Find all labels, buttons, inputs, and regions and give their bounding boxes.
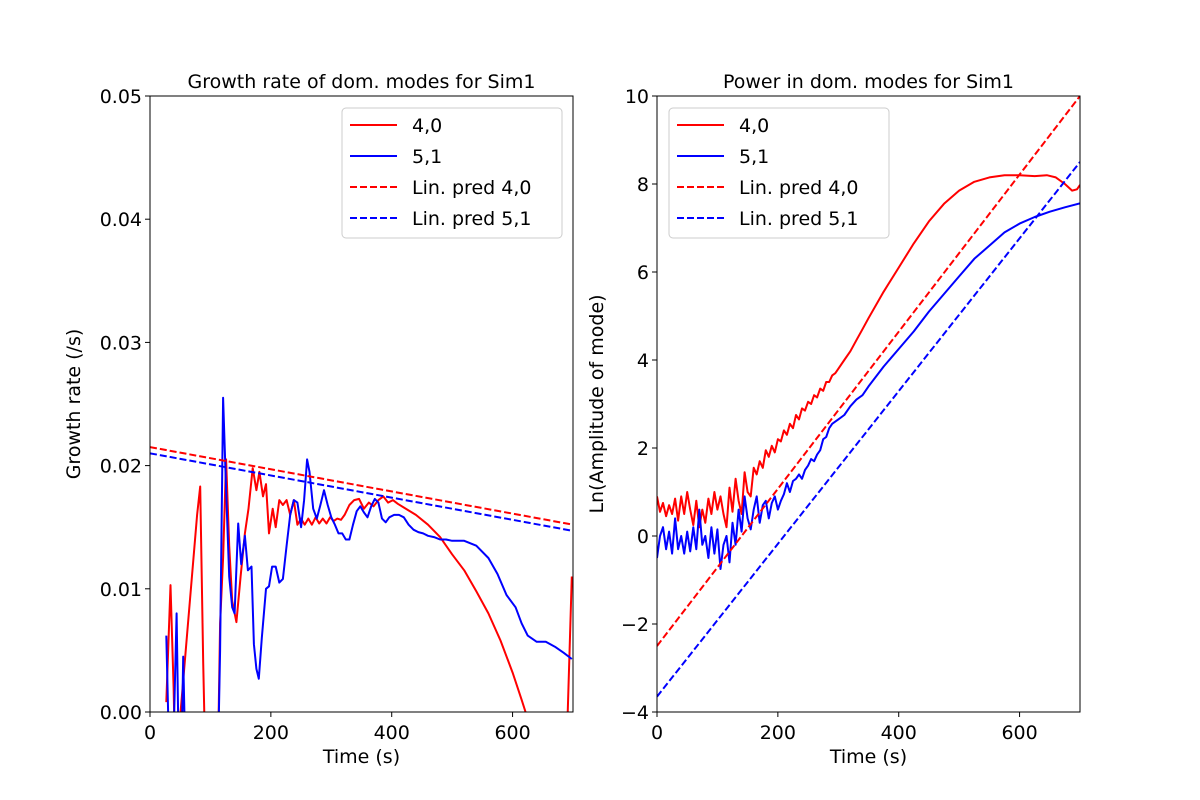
power-ytick-label: 8 — [637, 174, 649, 196]
power-ytick-label: 10 — [625, 86, 649, 108]
power-series-group — [657, 96, 1080, 698]
power-series-line-1 — [657, 202, 1080, 570]
growth-series-group — [150, 396, 573, 712]
growth-legend-label-0: 4,0 — [412, 115, 442, 137]
power-ytick-label: −2 — [621, 614, 649, 636]
power-legend-label-3: Lin. pred 5,1 — [739, 208, 858, 230]
power-legend-box — [668, 107, 890, 239]
growth-series-line-3 — [150, 452, 573, 532]
growth-chart-title: Growth rate of dom. modes for Sim1 — [188, 71, 536, 93]
power-legend: 4,0 5,1 Lin. pred 4,0 Lin. pred 5,1 — [668, 107, 890, 239]
growth-series-line-1 — [165, 396, 573, 712]
growth-ytick-label: 0.05 — [100, 86, 142, 108]
growth-ytick-label: 0.00 — [100, 702, 142, 724]
power-legend-label-1: 5,1 — [739, 146, 769, 168]
power-series-line-2 — [657, 96, 1080, 647]
growth-xtick-label: 600 — [494, 722, 530, 744]
power-y-axis-label: Ln(Amplitude of mode) — [586, 294, 608, 513]
growth-y-axis-label: Growth rate (/s) — [63, 329, 85, 480]
power-xtick-label: 600 — [1001, 722, 1037, 744]
power-ytick-label: 2 — [637, 438, 649, 460]
power-ytick-label: 4 — [637, 350, 649, 372]
growth-plot-frame — [149, 95, 574, 713]
growth-series-line-0 — [165, 458, 573, 712]
power-series-line-3 — [657, 161, 1080, 698]
growth-series-line-2 — [150, 446, 573, 526]
growth-ytick-label: 0.01 — [100, 579, 142, 601]
growth-rate-chart: 0 200 400 600 0.00 0.01 0.02 0.03 0.04 0.05 Growth… — [63, 71, 574, 768]
power-legend-label-0: 4,0 — [739, 115, 769, 137]
growth-ytick-label: 0.04 — [100, 209, 142, 231]
power-chart-title: Power in dom. modes for Sim1 — [723, 71, 1014, 93]
growth-legend-box — [341, 107, 563, 239]
growth-legend-label-2: Lin. pred 4,0 — [412, 177, 531, 199]
power-xtick-label: 0 — [651, 722, 663, 744]
power-ytick-label: 0 — [637, 526, 649, 548]
growth-xtick-label: 400 — [374, 722, 410, 744]
power-xtick-label: 200 — [760, 722, 796, 744]
power-plot-frame — [656, 95, 1081, 713]
power-ytick-label: 6 — [637, 262, 649, 284]
power-xtick-label: 400 — [881, 722, 917, 744]
growth-ytick-label: 0.03 — [100, 332, 142, 354]
growth-x-axis-label: Time (s) — [322, 746, 400, 768]
growth-legend-label-3: Lin. pred 5,1 — [412, 208, 531, 230]
growth-ytick-label: 0.02 — [100, 456, 142, 478]
power-ytick-label: −4 — [621, 702, 649, 724]
power-x-axis-label: Time (s) — [829, 746, 907, 768]
growth-legend-label-1: 5,1 — [412, 146, 442, 168]
power-legend-label-2: Lin. pred 4,0 — [739, 177, 858, 199]
power-chart: 0 200 400 600 −4 −2 0 2 4 6 8 10 Power in dom. modes… — [586, 71, 1081, 768]
growth-xtick-label: 200 — [253, 722, 289, 744]
growth-legend: 4,0 5,1 Lin. pred 4,0 Lin. pred 5,1 — [341, 107, 563, 239]
growth-xtick-label: 0 — [144, 722, 156, 744]
